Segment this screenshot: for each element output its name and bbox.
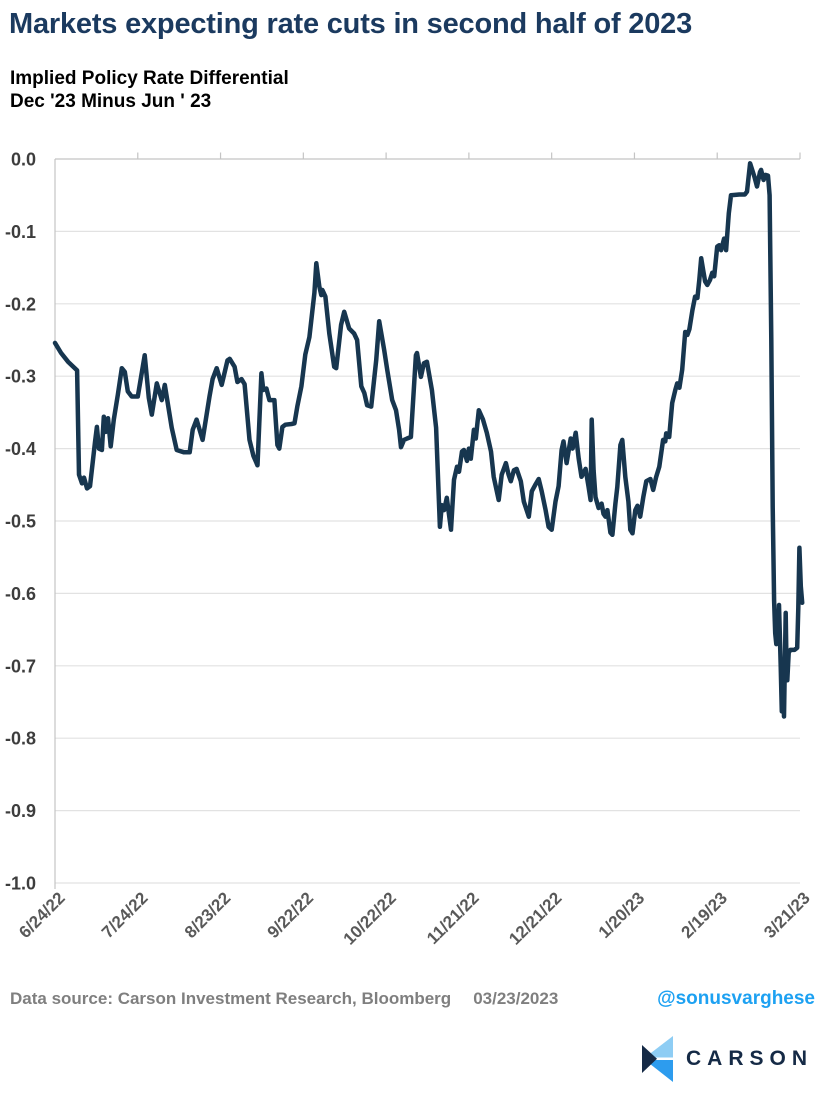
y-axis-tick-label: -0.1 [5,222,36,242]
carson-logo-text: CARSON [685,1047,813,1070]
y-axis-tick-label: -1.0 [5,874,36,894]
y-axis-tick-label: -0.8 [5,729,36,749]
subtitle-line-2: Dec '23 Minus Jun ' 23 [10,91,212,112]
carson-logo-icon [641,1036,673,1082]
subtitle-line-1: Implied Policy Rate Differential [10,68,289,89]
x-axis-tick-label: 10/22/22 [340,888,400,948]
x-axis-tick-label: 2/19/23 [677,888,731,942]
page-title: Markets expecting rate cuts in second ha… [9,8,693,40]
x-axis-tick-label: 11/21/22 [423,888,483,948]
data-source-date: 03/23/2023 [473,989,559,1008]
logo-triangle-light [644,1036,673,1058]
twitter-handle: @sonusvarghese [657,988,815,1009]
series-line [52,161,805,719]
x-axis-tick-label: 8/23/22 [181,888,235,942]
y-axis-tick-label: -0.6 [5,584,36,604]
data-source-text: Data source: Carson Investment Research,… [10,989,452,1008]
y-axis-tick-label: -0.2 [5,294,36,314]
x-axis-tick-label: 9/22/22 [264,888,318,942]
logo-arrow-navy [641,1045,657,1073]
footer: Data source: Carson Investment Research,… [10,988,815,1010]
y-axis-tick-label: -0.3 [5,367,36,387]
y-axis-tick-label: -0.4 [5,439,36,459]
y-axis-tick-label: 0.0 [11,150,36,170]
x-axis-tick-label: 7/24/22 [98,888,152,942]
carson-logo: CARSON [641,1036,813,1082]
x-axis-tick-label: 6/24/22 [15,888,69,942]
y-axis-tick-label: -0.7 [5,656,36,676]
x-axis-tick-label: 1/20/23 [595,888,649,942]
logo-triangle-blue [644,1060,673,1082]
y-axis-tick-label: -0.5 [5,512,36,532]
y-axis-tick-label: -0.9 [5,801,36,821]
chart-subtitle: Implied Policy Rate Differential Dec '23… [10,67,289,113]
x-axis-tick-label: 3/21/23 [760,888,814,942]
line-chart: 0.0 -0.1 -0.2 -0.3 -0.4 -0.5 -0.6 -0.7 -0.8 -0.9 -… [5,150,814,949]
x-axis-tick-label: 12/21/22 [505,888,565,948]
